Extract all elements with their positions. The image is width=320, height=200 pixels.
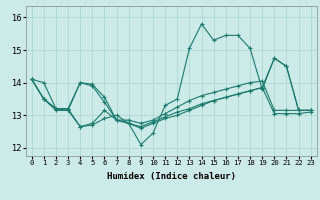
- X-axis label: Humidex (Indice chaleur): Humidex (Indice chaleur): [107, 172, 236, 181]
